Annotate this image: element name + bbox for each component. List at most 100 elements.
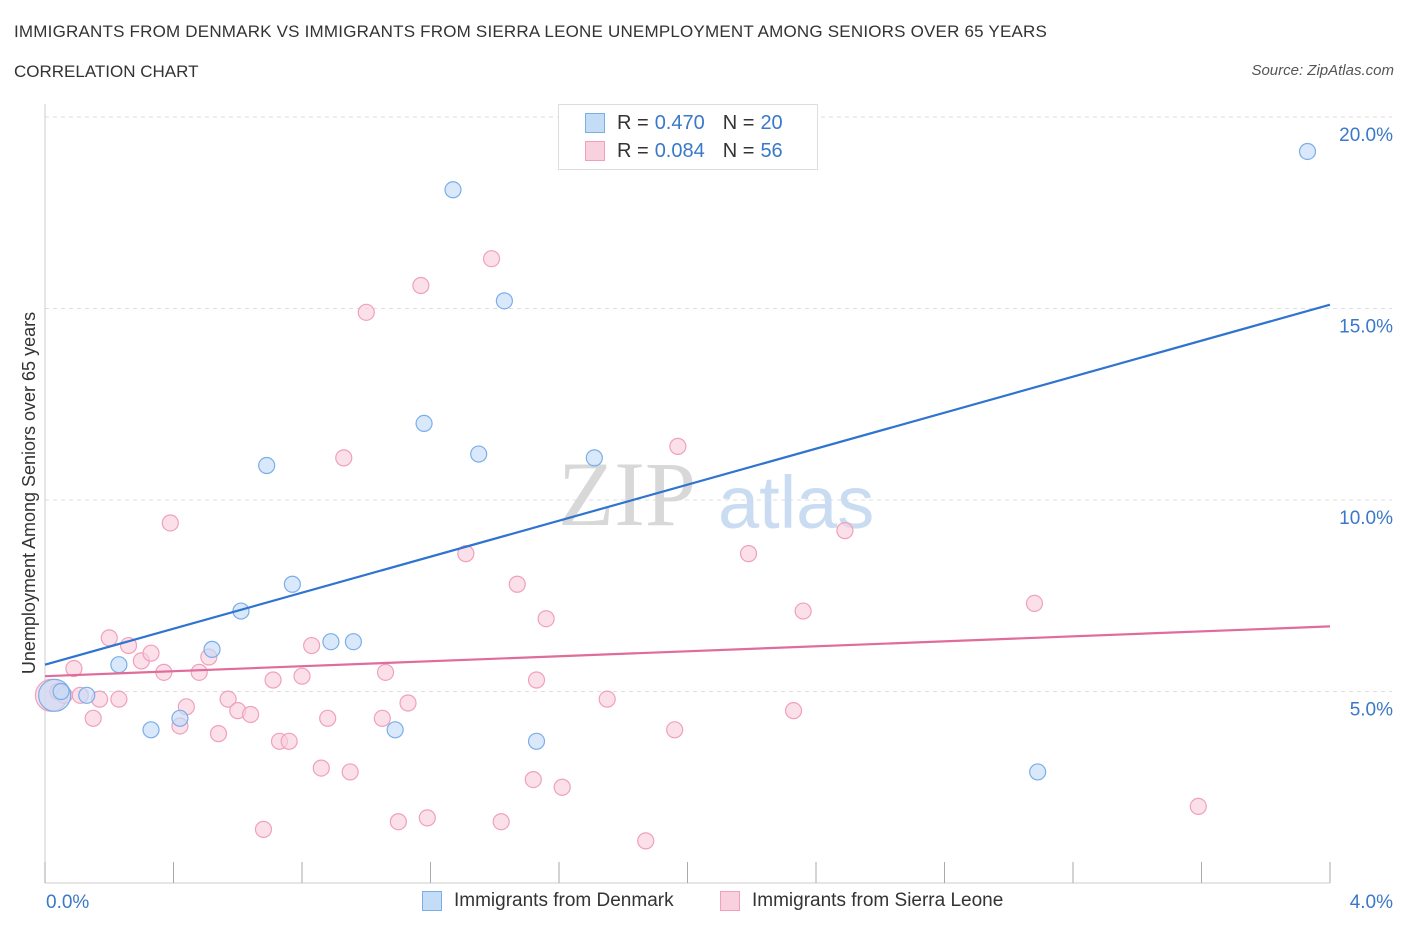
trend-lines <box>44 303 1331 678</box>
watermark-zip: ZIP <box>558 443 696 545</box>
source-label: Source: ZipAtlas.com <box>1251 62 1394 79</box>
data-point-denmark <box>52 682 70 701</box>
data-point-denmark <box>444 181 462 199</box>
data-point-sierra-leone <box>666 721 684 739</box>
x-tick-label: 0.0% <box>46 892 89 913</box>
r-label: R = <box>617 139 649 162</box>
data-point-sierra-leone <box>739 545 758 563</box>
data-point-sierra-leone <box>399 694 417 712</box>
series-legend: Immigrants from Denmark Immigrants from … <box>0 888 1406 916</box>
data-point-sierra-leone <box>242 705 260 724</box>
data-point-sierra-leone <box>319 709 337 727</box>
data-point-sierra-leone <box>418 809 436 827</box>
data-point-sierra-leone <box>457 545 475 563</box>
data-point-sierra-leone <box>219 690 237 708</box>
legend-row-denmark: R = 0.470 N = 20 <box>585 111 783 135</box>
data-point-sierra-leone <box>637 832 655 850</box>
data-point-sierra-leone <box>376 663 395 681</box>
data-point-sierra-leone <box>110 690 128 708</box>
data-point-denmark <box>78 686 96 704</box>
data-point-sierra-leone <box>527 671 546 689</box>
data-point-sierra-leone <box>312 759 330 777</box>
data-point-sierra-leone <box>161 514 179 532</box>
r-value-denmark: 0.470 <box>654 111 705 134</box>
y-axis-label: Unemployment Among Seniors over 65 years <box>19 312 39 674</box>
n-label: N = <box>722 139 755 162</box>
denmark-legend-swatch <box>422 891 442 911</box>
data-point-denmark <box>344 633 362 651</box>
data-point-denmark <box>258 456 276 475</box>
data-point-sierra-leone <box>280 732 298 750</box>
data-point-denmark <box>142 721 160 739</box>
data-point-sierra-leone <box>1025 594 1044 613</box>
legend-item-sierra-leone[interactable]: Immigrants from Sierra Leone <box>720 890 1003 912</box>
data-point-sierra-leone <box>341 763 359 781</box>
stats-legend: R = 0.470 N = 20 R = 0.084 N = 56 <box>558 104 818 170</box>
data-point-denmark <box>527 732 546 750</box>
y-tick-label: 20.0% <box>1339 125 1393 146</box>
legend-row-sierra-leone: R = 0.084 N = 56 <box>585 139 783 163</box>
sierra-leone-swatch <box>585 141 605 161</box>
data-point-sierra-leone <box>303 636 321 655</box>
data-point-sierra-leone <box>335 449 353 467</box>
data-point-sierra-leone <box>836 522 854 540</box>
watermark: ZIP atlas <box>558 443 874 545</box>
legend-label-sierra-leone: Immigrants from Sierra Leone <box>752 890 1004 911</box>
data-point-denmark <box>1029 763 1047 781</box>
data-point-sierra-leone <box>357 303 375 321</box>
data-point-denmark <box>110 656 128 674</box>
n-label: N = <box>722 111 755 134</box>
legend-item-denmark[interactable]: Immigrants from Denmark <box>422 890 674 912</box>
data-point-sierra-leone <box>794 602 812 620</box>
data-point-sierra-leone <box>100 629 118 647</box>
y-tick-label: 5.0% <box>1350 700 1393 721</box>
chart-subtitle: CORRELATION CHART <box>14 62 199 81</box>
data-point-sierra-leone <box>669 437 687 455</box>
chart-title: IMMIGRANTS FROM DENMARK VS IMMIGRANTS FR… <box>14 22 1048 41</box>
r-label: R = <box>617 111 649 134</box>
data-point-sierra-leone <box>1189 797 1207 816</box>
data-point-sierra-leone <box>373 709 391 727</box>
data-point-sierra-leone <box>598 690 616 708</box>
data-point-denmark <box>585 449 603 467</box>
data-point-denmark <box>386 721 404 739</box>
data-point-denmark <box>322 633 340 651</box>
legend-label-denmark: Immigrants from Denmark <box>454 890 674 911</box>
data-point-sierra-leone <box>254 820 273 838</box>
trend-line-denmark <box>44 303 1331 666</box>
data-point-sierra-leone <box>190 663 208 681</box>
data-point-sierra-leone <box>537 610 555 628</box>
data-point-sierra-leone <box>412 276 430 295</box>
data-point-denmark <box>1298 142 1317 161</box>
data-point-sierra-leone <box>784 702 803 720</box>
series-denmark-points <box>38 142 1317 781</box>
denmark-swatch <box>585 113 605 133</box>
data-point-sierra-leone <box>492 813 510 831</box>
data-point-sierra-leone <box>142 644 160 662</box>
data-point-denmark <box>495 292 513 310</box>
data-point-denmark <box>415 414 433 432</box>
data-point-sierra-leone <box>264 671 282 689</box>
axes <box>44 104 1331 884</box>
data-point-denmark <box>171 709 189 727</box>
data-point-sierra-leone <box>65 659 83 678</box>
x-tick-label: 4.0% <box>1350 892 1393 913</box>
data-point-sierra-leone <box>209 725 228 743</box>
y-tick-label: 15.0% <box>1339 317 1393 338</box>
data-point-denmark <box>203 640 221 658</box>
series-sierra-leone-points <box>34 250 1207 850</box>
y-tick-label: 10.0% <box>1339 508 1393 529</box>
r-value-sierra-leone: 0.084 <box>654 139 705 162</box>
tick-labels: 5.0% 10.0% 15.0% 20.0% 0.0% 4.0% <box>46 125 1393 913</box>
data-point-sierra-leone <box>482 250 501 268</box>
sierra-leone-legend-swatch <box>720 891 740 911</box>
data-point-sierra-leone <box>389 813 407 831</box>
n-value-sierra-leone: 56 <box>760 139 783 162</box>
data-point-sierra-leone <box>508 575 526 593</box>
data-point-denmark <box>283 575 301 593</box>
data-point-sierra-leone <box>553 778 571 796</box>
data-point-sierra-leone <box>293 667 311 685</box>
data-point-sierra-leone <box>84 709 102 727</box>
data-point-denmark <box>470 445 488 463</box>
